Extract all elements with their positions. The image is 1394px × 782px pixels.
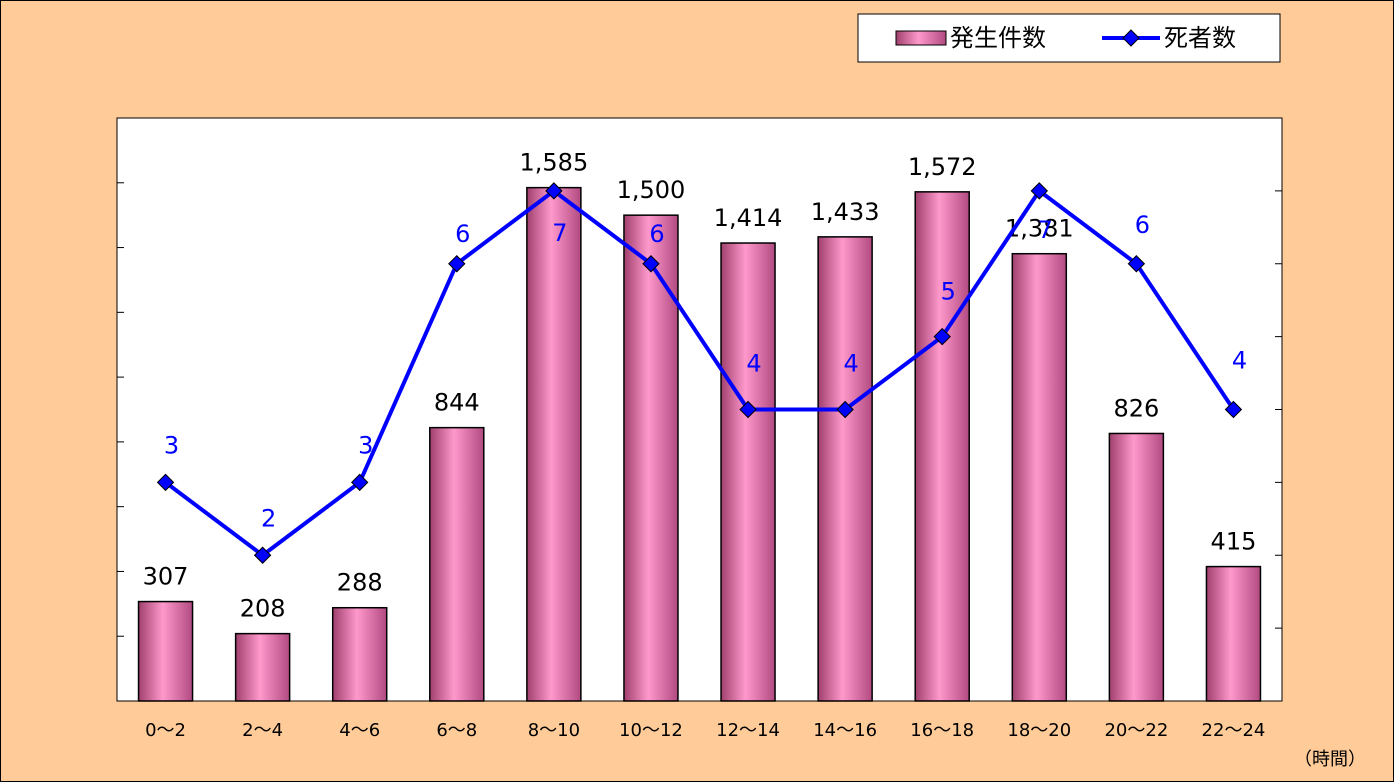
- legend-label: 死者数: [1164, 24, 1236, 52]
- x-tick-label: 20～22: [1104, 720, 1168, 741]
- line-marker: [933, 327, 951, 346]
- bar: [429, 426, 485, 702]
- bar: [1108, 432, 1165, 702]
- x-tick-label: 16～18: [910, 720, 974, 741]
- bar-value-label: 844: [434, 389, 480, 417]
- line-value-label: 4: [1232, 347, 1247, 375]
- x-tick-label: 6～8: [436, 720, 477, 741]
- line-marker: [1224, 400, 1243, 419]
- line-marker: [642, 255, 660, 273]
- line-value-label: 5: [941, 278, 956, 306]
- x-axis-label: （時間）: [1294, 749, 1366, 770]
- x-tick-label: 12～14: [716, 720, 780, 741]
- x-tick-label: 22～24: [1202, 720, 1266, 741]
- line-marker: [156, 473, 175, 492]
- line-value-label: 6: [1135, 211, 1150, 239]
- legend-swatch: [1122, 29, 1140, 47]
- line-marker: [1127, 255, 1146, 273]
- line-marker: [836, 400, 854, 419]
- line-value-label: 4: [746, 350, 761, 378]
- legend-label: 発生件数: [950, 24, 1046, 52]
- bar: [1205, 565, 1262, 702]
- bar-value-label: 415: [1211, 528, 1257, 556]
- x-tick-label: 0～2: [145, 720, 186, 741]
- line-marker: [448, 255, 466, 273]
- bar: [137, 600, 194, 702]
- bar: [817, 236, 873, 702]
- line-value-label: 7: [552, 219, 567, 247]
- x-tick-label: 10～12: [619, 720, 683, 741]
- line-value-label: 3: [358, 431, 373, 459]
- line-marker: [253, 546, 272, 564]
- line-value-label: 2: [261, 504, 276, 532]
- bar: [720, 242, 776, 702]
- x-tick-label: 4～6: [339, 720, 380, 741]
- bar: [331, 606, 388, 702]
- bar-value-label: 1,500: [617, 176, 686, 204]
- plot-area: [116, 117, 1283, 702]
- line-value-label: 7: [1038, 216, 1053, 244]
- bar-value-label: 307: [143, 563, 189, 591]
- x-tick-label: 18～20: [1007, 720, 1071, 741]
- bar-value-label: 1,572: [908, 153, 977, 181]
- line: [164, 188, 1236, 558]
- bar: [234, 632, 291, 702]
- bar: [623, 214, 679, 702]
- bar-value-label: 1,585: [520, 149, 589, 177]
- line-value-label: 6: [649, 220, 664, 248]
- bar-value-label: 1,414: [714, 204, 783, 232]
- bar-value-label: 826: [1113, 394, 1159, 422]
- bar: [914, 191, 970, 702]
- line-marker: [739, 400, 757, 419]
- x-tick-label: 2～4: [242, 720, 283, 741]
- line-marker: [351, 473, 369, 492]
- line-marker: [1030, 182, 1048, 200]
- line-value-label: 3: [164, 431, 179, 459]
- x-tick-label: 14～16: [813, 720, 877, 741]
- line-value-label: 6: [455, 220, 470, 248]
- bar-value-label: 288: [337, 569, 383, 597]
- line-value-label: 4: [843, 350, 858, 378]
- bar-value-label: 208: [240, 595, 286, 623]
- bar-value-label: 1,433: [811, 198, 880, 226]
- line-marker: [545, 182, 563, 200]
- x-tick-label: 8～10: [528, 720, 580, 741]
- legend-swatch: [895, 30, 947, 46]
- bar: [1011, 252, 1068, 702]
- bar: [526, 186, 582, 702]
